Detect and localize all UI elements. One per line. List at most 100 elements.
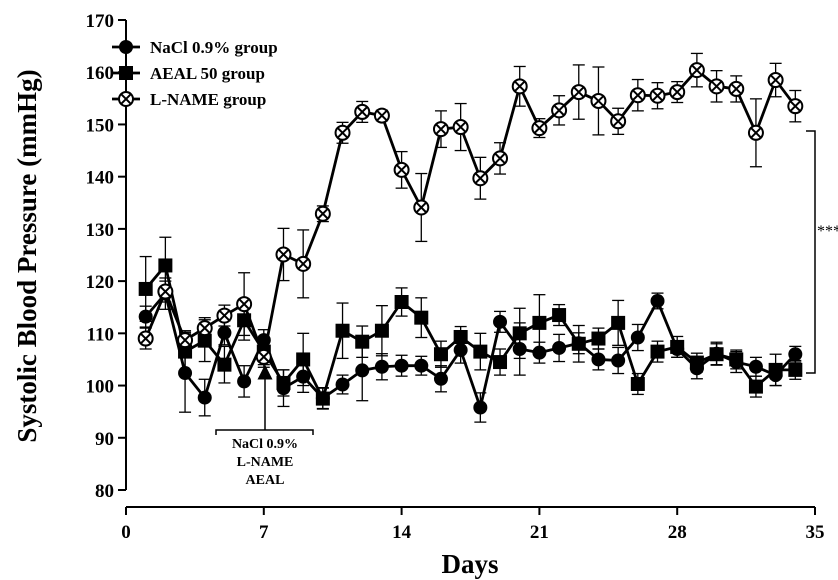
legend: NaCl 0.9% group AEAL 50 group L-NAME group: [112, 38, 278, 109]
point-circle-x: [787, 98, 804, 115]
point-circle: [217, 325, 232, 340]
treatment-line-1: NaCl 0.9%: [232, 437, 298, 452]
point-circle: [611, 353, 626, 368]
point-circle-x: [373, 107, 390, 124]
point-square: [473, 344, 488, 359]
point-circle: [355, 363, 370, 378]
y-tick-label: 80: [95, 481, 114, 502]
y-tick-label: 90: [95, 429, 114, 450]
legend-item: NaCl 0.9% group: [112, 38, 278, 57]
point-square: [237, 313, 252, 328]
point-circle: [788, 347, 803, 362]
point-circle-x: [511, 78, 528, 95]
point-square: [670, 339, 685, 354]
point-circle-x: [413, 199, 430, 216]
point-circle: [335, 377, 350, 392]
point-square: [433, 347, 448, 362]
point-circle-x: [334, 124, 351, 141]
treatment-line-2: L-NAME: [237, 455, 294, 470]
y-axis-title: Systolic Blood Pressure (mmHg): [12, 69, 42, 442]
point-circle-x: [570, 84, 587, 101]
point-circle-x: [649, 87, 666, 104]
point-square: [709, 347, 724, 362]
point-square: [414, 310, 429, 325]
point-circle-x: [492, 150, 509, 167]
point-circle: [394, 358, 409, 373]
x-tick-label: 35: [806, 522, 825, 543]
y-ticks: 80 90 100 110 120 130 140 150 160 170: [86, 11, 126, 502]
y-tick-label: 150: [86, 115, 115, 136]
point-square: [689, 355, 704, 370]
point-circle-x: [196, 320, 213, 337]
point-circle-x: [177, 332, 194, 349]
x-tick-label: 21: [530, 522, 549, 543]
point-circle: [532, 345, 547, 360]
point-circle: [552, 340, 567, 355]
point-circle: [493, 314, 508, 329]
point-square: [355, 334, 370, 349]
point-circle: [630, 330, 645, 345]
y-tick-label: 120: [86, 272, 115, 293]
point-square: [453, 329, 468, 344]
point-circle-x: [747, 124, 764, 141]
point-square: [374, 323, 389, 338]
series-line: [144, 292, 797, 409]
point-circle-x: [767, 72, 784, 89]
x-tick-label: 7: [259, 522, 269, 543]
point-circle: [414, 358, 429, 373]
point-circle: [178, 366, 193, 381]
significance-line: [806, 130, 816, 374]
point-circle-x: [531, 120, 548, 137]
point-circle: [433, 371, 448, 386]
point-circle-x: [157, 283, 174, 300]
y-tick-label: 140: [86, 168, 115, 189]
point-circle: [237, 374, 252, 389]
point-square: [591, 331, 606, 346]
point-square: [178, 344, 193, 359]
point-circle-x: [708, 78, 725, 95]
point-circle-x: [236, 296, 253, 313]
point-square: [158, 258, 173, 273]
point-circle: [119, 40, 133, 54]
point-circle: [256, 333, 271, 348]
point-circle-x: [255, 348, 272, 365]
x-tick-label: 0: [121, 522, 131, 543]
point-circle: [197, 390, 212, 405]
point-square: [729, 352, 744, 367]
point-circle: [138, 309, 153, 324]
point-square: [296, 352, 311, 367]
point-circle-x: [669, 84, 686, 101]
point-square: [335, 323, 350, 338]
point-square: [630, 376, 645, 391]
legend-item: AEAL 50 group: [112, 64, 265, 83]
point-circle-x: [393, 161, 410, 178]
point-circle-x: [688, 62, 705, 79]
point-square: [768, 362, 783, 377]
point-square: [197, 333, 212, 348]
point-circle-x: [216, 307, 233, 324]
y-tick-label: 170: [86, 11, 115, 32]
point-circle: [374, 359, 389, 374]
x-axis-title: Days: [441, 549, 498, 579]
treatment-bracket: [215, 429, 314, 435]
x-tick-label: 14: [392, 522, 412, 543]
point-circle-x: [275, 246, 292, 263]
point-square: [748, 379, 763, 394]
point-square: [512, 326, 527, 341]
point-circle: [591, 352, 606, 367]
y-tick-label: 100: [86, 377, 115, 398]
treatment-annotation: NaCl 0.9% L-NAME AEAL: [215, 364, 314, 488]
point-circle-x: [118, 91, 134, 107]
point-square: [611, 315, 626, 330]
significance-label: ***: [817, 223, 838, 240]
point-square: [394, 295, 409, 309]
legend-item: L-NAME group: [112, 90, 266, 109]
legend-label: L-NAME group: [150, 90, 266, 109]
series-line: [144, 68, 797, 359]
treatment-line-3: AEAL: [246, 473, 285, 488]
series-points: [137, 62, 804, 415]
point-square: [493, 355, 508, 370]
x-tick-label: 28: [668, 522, 687, 543]
legend-label: NaCl 0.9% group: [150, 38, 278, 57]
point-square: [276, 375, 291, 390]
